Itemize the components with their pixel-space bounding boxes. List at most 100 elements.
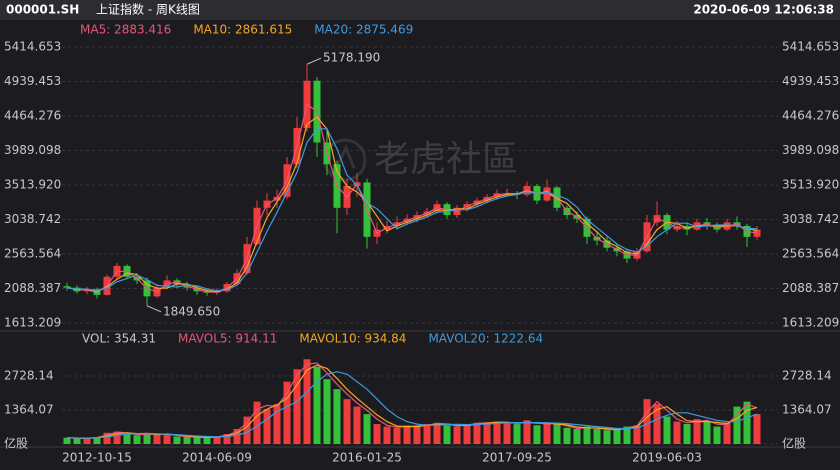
volume-bar	[533, 425, 541, 444]
volume-bar	[423, 424, 431, 444]
volume-bar	[263, 409, 271, 444]
volume-bar	[523, 420, 531, 444]
volume-bar	[373, 424, 381, 444]
volume-bar	[123, 434, 131, 444]
index-name: 上证指数 - 周K线图	[96, 2, 200, 17]
annotation-label: 1849.650	[163, 304, 220, 318]
volume-bar	[303, 359, 311, 444]
volume-bar	[693, 419, 701, 444]
y-tick-label: 1613.209	[4, 316, 61, 330]
volume-bar	[323, 379, 331, 444]
y-tick-label: 2088.387	[4, 281, 61, 295]
legend-entry: MAVOL20: 1222.64	[428, 332, 543, 346]
y-tick-label: 1613.209	[782, 316, 839, 330]
candle-body	[63, 286, 71, 288]
volume-bar	[213, 436, 221, 444]
ma-line	[66, 128, 757, 292]
volume-bar	[643, 399, 651, 444]
volume-bar	[353, 406, 361, 444]
y-tick-label: 4939.453	[4, 74, 61, 88]
y-tick-label: 3989.098	[782, 143, 839, 157]
legend-entry: MAVOL5: 914.11	[178, 332, 277, 346]
volume-bar	[733, 406, 741, 444]
volume-bar	[363, 414, 371, 444]
volume-bar	[483, 422, 491, 444]
y-tick-label: 2563.564	[4, 247, 61, 261]
x-tick-label: 2017-09-25	[482, 451, 552, 465]
volume-bar	[73, 438, 81, 444]
volume-bar	[163, 434, 171, 444]
legend-entry: MA10: 2861.615	[193, 23, 292, 37]
volume-bar	[433, 422, 441, 444]
volume-bar	[133, 435, 141, 444]
volume-bar	[383, 426, 391, 444]
volume-bar	[153, 434, 161, 444]
ma-line	[66, 371, 758, 439]
candle-body	[753, 229, 761, 237]
y-tick-label: 5414.653	[4, 40, 61, 54]
y-tick-label: 3513.920	[782, 178, 839, 192]
annotation-label: 5178.190	[323, 51, 380, 65]
volume-bar	[583, 426, 591, 444]
y-tick-label: 4464.276	[782, 109, 839, 123]
y-tick-label: 亿股	[782, 436, 806, 451]
x-tick-label: 2012-10-15	[62, 451, 132, 465]
volume-bar	[503, 422, 511, 444]
volume-bar	[283, 381, 291, 444]
y-tick-label: 4464.276	[4, 109, 61, 123]
volume-bar	[223, 434, 231, 444]
volume-bar	[403, 425, 411, 444]
volume-bar	[553, 424, 561, 444]
volume-bar	[143, 433, 151, 444]
volume-bar	[673, 421, 681, 444]
y-tick-label: 3038.742	[4, 212, 61, 226]
volume-bar	[663, 416, 671, 444]
legend-entry: MA5: 2883.416	[80, 23, 171, 37]
volume-bar	[313, 366, 321, 444]
y-tick-label: 1364.07	[782, 402, 832, 416]
volume-bar	[333, 389, 341, 444]
volume-bar	[193, 437, 201, 444]
volume-bar	[83, 438, 91, 444]
volume-bar	[183, 437, 191, 444]
volume-bar	[683, 424, 691, 444]
volume-bar	[393, 427, 401, 444]
volume-bar	[703, 421, 711, 444]
volume-bar	[203, 437, 211, 444]
timestamp: 2020-06-09 12:06:38	[693, 3, 834, 17]
volume-bar	[473, 422, 481, 444]
annotation-leader	[306, 57, 322, 65]
volume-bar	[573, 429, 581, 444]
y-tick-label: 4939.453	[782, 74, 839, 88]
legend-entry: MAVOL10: 934.84	[299, 332, 406, 346]
volume-bar	[623, 426, 631, 444]
volume-bar	[463, 424, 471, 444]
volume-bar	[743, 401, 751, 444]
volume-bar	[343, 399, 351, 444]
y-tick-label: 3038.742	[782, 212, 839, 226]
volume-bar	[723, 422, 731, 444]
x-tick-label: 2019-06-03	[632, 451, 702, 465]
volume-bar	[753, 414, 761, 444]
legend-title: VOL: 354.31	[82, 332, 156, 346]
x-tick-label: 2016-01-25	[332, 451, 402, 465]
annotation-leader	[146, 305, 162, 313]
y-tick-label: 2728.14	[4, 368, 54, 382]
volume-bar	[273, 404, 281, 444]
volume-bar	[493, 421, 501, 444]
volume-bar	[453, 426, 461, 444]
y-tick-label: 5414.653	[782, 40, 839, 54]
volume-bar	[413, 426, 421, 444]
volume-bar	[293, 369, 301, 444]
y-tick-label: 3989.098	[4, 143, 61, 157]
x-tick-label: 2014-06-09	[182, 451, 252, 465]
volume-bar	[633, 425, 641, 444]
volume-bar	[173, 436, 181, 444]
symbol: 000001.SH	[6, 3, 79, 17]
volume-bar	[103, 432, 111, 444]
volume-bar	[613, 429, 621, 444]
y-tick-label: 3513.920	[4, 178, 61, 192]
volume-bar	[543, 422, 551, 444]
